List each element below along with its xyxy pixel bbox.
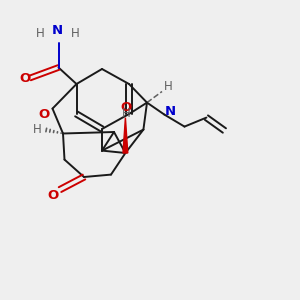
Text: N: N xyxy=(52,23,63,37)
Text: H: H xyxy=(164,80,172,94)
Text: H: H xyxy=(71,27,80,40)
Text: O: O xyxy=(48,189,59,202)
Text: H: H xyxy=(122,107,130,120)
Text: N: N xyxy=(165,105,176,118)
Polygon shape xyxy=(123,118,128,153)
Text: O: O xyxy=(39,107,50,121)
Text: H: H xyxy=(33,122,42,136)
Text: O: O xyxy=(19,72,30,85)
Text: H: H xyxy=(36,27,45,40)
Text: O: O xyxy=(120,100,132,114)
